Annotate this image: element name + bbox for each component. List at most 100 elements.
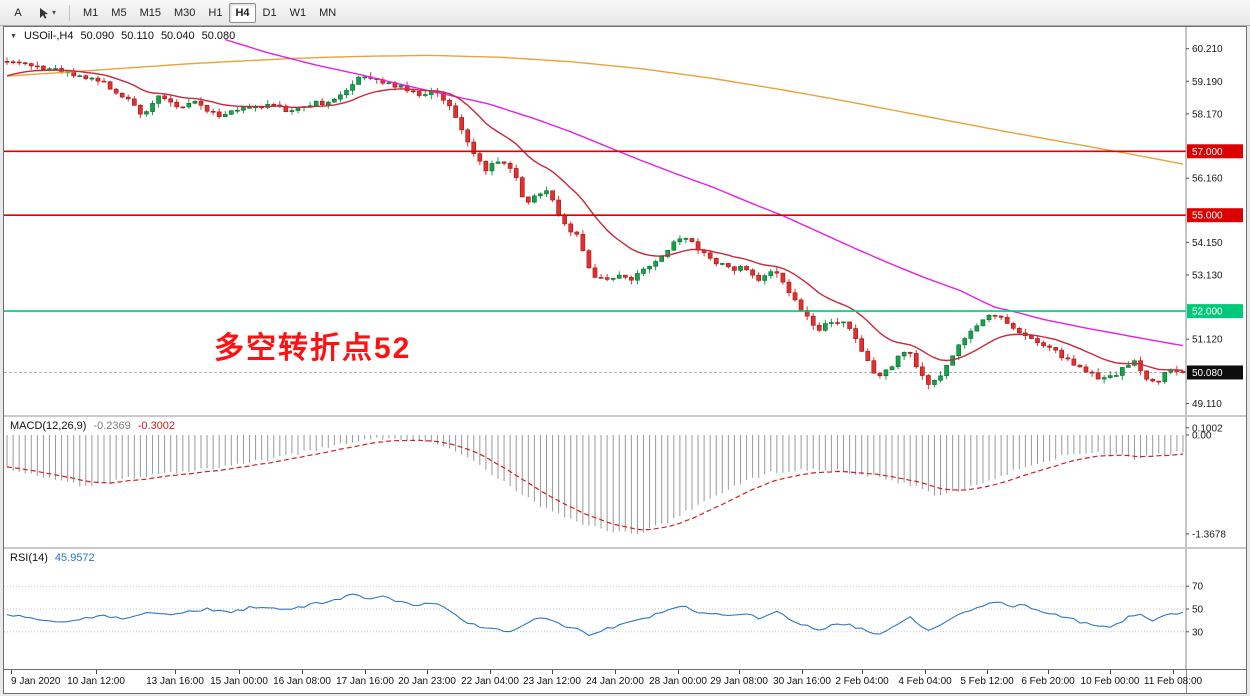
candle-body: [1113, 375, 1119, 377]
candle-body: [1180, 371, 1186, 373]
timeframe-button-m30[interactable]: M30: [168, 3, 201, 23]
time-axis-tick: [925, 670, 926, 674]
candle-body: [798, 299, 804, 311]
candle-body: [901, 352, 907, 357]
drawing-tool-button[interactable]: ▾: [32, 3, 62, 23]
annotate-button[interactable]: A: [6, 3, 30, 23]
candle-body: [823, 323, 828, 331]
time-axis-label: 24 Jan 20:00: [586, 676, 644, 687]
candle-body: [1089, 371, 1095, 374]
time-axis-tick: [739, 670, 740, 674]
candle-body: [1120, 367, 1125, 376]
time-axis-label: 28 Jan 00:00: [649, 676, 707, 687]
time-axis-label: 23 Jan 12:00: [523, 676, 581, 687]
candle-body: [847, 321, 852, 329]
annotation-text[interactable]: 多空转折点52: [214, 332, 412, 365]
macd-histogram: [6, 435, 1184, 534]
candle-body: [532, 195, 537, 203]
candle-body: [659, 256, 665, 262]
candle-body: [483, 160, 489, 172]
candle-body: [980, 319, 986, 327]
time-axis-label: 29 Jan 08:00: [710, 676, 768, 687]
chart-area: 60.210 59.190 58.170 56.160 54.150 53.130 51.1…: [3, 26, 1247, 694]
candle-body: [83, 75, 89, 79]
rsi-axis-label: 70: [1192, 582, 1204, 593]
timeframe-button-m1[interactable]: M1: [77, 3, 104, 23]
rsi-canvas[interactable]: 70 50 30: [4, 549, 1246, 669]
candle-body: [550, 190, 555, 201]
candle-body: [810, 315, 816, 326]
timeframe-button-d1[interactable]: D1: [257, 3, 283, 23]
candle-body: [113, 88, 119, 94]
panel-splitter[interactable]: [4, 415, 1246, 417]
candle-body: [477, 153, 483, 162]
candle-body: [10, 61, 16, 64]
time-axis-label: 17 Jan 16:00: [336, 676, 394, 687]
candle-body: [398, 85, 404, 88]
timeframe-button-m5[interactable]: M5: [105, 3, 132, 23]
candle-body: [168, 98, 174, 103]
timeframe-button-group: M1 M5 M15 M30 H1 H4 D1 W1 MN: [77, 2, 342, 23]
candle-body: [853, 328, 858, 339]
time-axis-label: 4 Feb 04:00: [898, 676, 952, 687]
candle-body: [210, 110, 216, 113]
candle-body: [962, 338, 968, 346]
candle-body: [841, 321, 846, 324]
timeframe-button-h4[interactable]: H4: [229, 2, 256, 23]
panel-splitter[interactable]: [4, 547, 1246, 549]
timeframe-button-h1[interactable]: H1: [202, 3, 228, 23]
time-axis-tick: [1048, 670, 1049, 674]
candle-body: [204, 105, 210, 112]
horizontal-line-objects[interactable]: [4, 150, 1186, 312]
time-axis-label: 22 Jan 04:00: [461, 676, 519, 687]
candle-body: [786, 281, 792, 294]
price-badge-label: 50.080: [1192, 368, 1223, 379]
candle-body: [513, 168, 519, 178]
candle-body: [859, 338, 865, 352]
main-chart-canvas[interactable]: 60.210 59.190 58.170 56.160 54.150 53.130 51.1…: [4, 27, 1246, 415]
candle-body: [1053, 347, 1059, 351]
candle-body: [732, 266, 737, 271]
candle-body: [586, 250, 592, 269]
candle-body: [162, 95, 167, 100]
candle-body: [598, 277, 604, 279]
price-badge-label: 52.000: [1192, 307, 1223, 318]
time-axis-tick: [490, 670, 491, 674]
candle-body: [556, 199, 561, 216]
candle-body: [41, 65, 46, 70]
candle-body: [222, 114, 228, 117]
candle-body: [180, 106, 186, 109]
candle-body: [726, 263, 731, 268]
axis-background: [1186, 417, 1246, 547]
time-axis-tick: [175, 670, 176, 674]
candle-body: [22, 62, 28, 65]
candle-body: [198, 100, 204, 106]
time-axis-tick: [678, 670, 679, 674]
candle-body: [816, 325, 822, 331]
candle-body: [89, 77, 95, 80]
candle-body: [247, 107, 252, 109]
time-axis-label: 10 Jan 12:00: [67, 676, 125, 687]
timeframe-button-mn[interactable]: MN: [313, 3, 342, 23]
time-axis-label: 16 Jan 08:00: [273, 676, 331, 687]
candle-body: [756, 274, 761, 281]
time-axis-label: 10 Feb 00:00: [1080, 676, 1140, 687]
candle-body: [216, 111, 222, 117]
candle-body: [738, 266, 743, 271]
time-axis[interactable]: 9 Jan 2020 10 Jan 12:00 13 Jan 16:00 15 Jan…: [4, 669, 1246, 693]
timeframe-button-w1[interactable]: W1: [284, 3, 313, 23]
candle-body: [683, 238, 689, 240]
candle-body: [762, 275, 768, 281]
time-axis-label: 6 Feb 20:00: [1021, 676, 1075, 687]
cursor-icon: [40, 7, 48, 19]
candle-body: [538, 193, 543, 197]
time-axis-tick: [1173, 670, 1174, 674]
axis-corner-separator: [1186, 670, 1187, 693]
candle-body: [768, 271, 774, 276]
price-badge: [1187, 304, 1243, 319]
price-badge: [1187, 208, 1243, 223]
candle-body: [144, 111, 149, 115]
candle-body: [344, 90, 349, 96]
timeframe-button-m15[interactable]: M15: [134, 3, 167, 23]
